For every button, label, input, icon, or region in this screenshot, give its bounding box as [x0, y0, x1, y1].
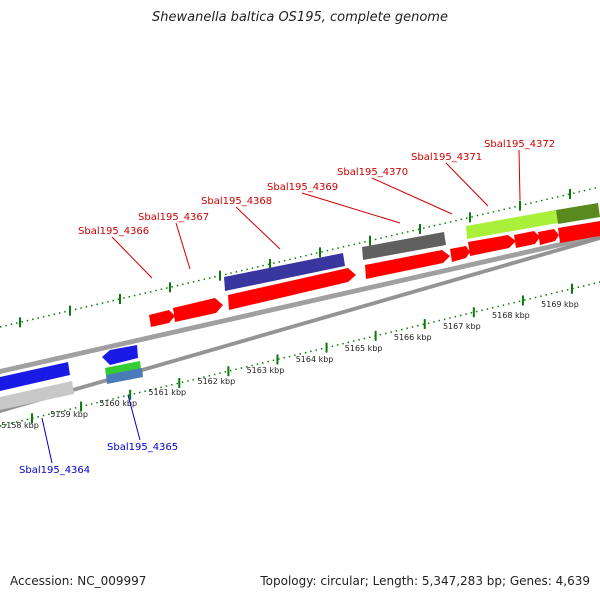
scale-label-3: 5161 kbp	[148, 388, 186, 397]
accession-text: Accession: NC_009997	[10, 574, 147, 588]
label-sbal195-4365[interactable]: Sbal195_4365	[107, 442, 178, 453]
connector-4368	[235, 206, 281, 250]
scale-label-11: 5169 kbp	[541, 300, 579, 309]
connector-4366	[111, 236, 153, 279]
scale-label-10: 5168 kbp	[492, 311, 530, 320]
scale-label-4: 5162 kbp	[198, 377, 236, 386]
scale-label-8: 5166 kbp	[394, 333, 432, 342]
label-sbal195-4366[interactable]: Sbal195_4366	[78, 226, 149, 237]
genome-backbone	[0, 233, 600, 413]
label-sbal195-4372[interactable]: Sbal195_4372	[484, 139, 555, 150]
forward-tick-line	[0, 186, 600, 328]
gene-red-3[interactable]	[228, 268, 356, 310]
label-sbal195-4369[interactable]: Sbal195_4369	[267, 182, 338, 193]
gene-red-8[interactable]	[538, 229, 559, 245]
gene-steel-strip[interactable]	[106, 368, 143, 384]
gene-sbal195-4365-arrow[interactable]	[102, 345, 138, 365]
scale-label-1: 5159 kbp	[50, 410, 88, 419]
label-sbal195-4371[interactable]: Sbal195_4371	[411, 152, 482, 163]
gene-gray[interactable]	[362, 232, 446, 260]
connector-4371	[445, 162, 489, 207]
connector-4365	[127, 394, 141, 441]
scale-label-0: 5158 kbp	[1, 421, 39, 430]
gene-lime[interactable]	[466, 210, 558, 239]
tick-labels: 5158 kbp 5159 kbp 5160 kbp 5161 kbp 5162 kbp…	[1, 300, 579, 430]
scale-label-5: 5163 kbp	[247, 366, 285, 375]
gene-olive[interactable]	[556, 203, 600, 224]
label-sbal195-4367[interactable]: Sbal195_4367	[138, 212, 209, 223]
reverse-tick-line	[0, 281, 600, 427]
reverse-genes	[0, 345, 143, 410]
gene-red-6[interactable]	[468, 235, 516, 256]
scale-label-7: 5165 kbp	[345, 344, 383, 353]
connector-4367	[175, 222, 191, 270]
map-title: Shewanella baltica OS195, complete genom…	[152, 10, 448, 25]
backbone-lower	[0, 236, 600, 413]
gene-red-5[interactable]	[450, 246, 470, 262]
gene-red-1[interactable]	[149, 310, 175, 327]
connector-4364	[41, 417, 53, 464]
gene-red-4[interactable]	[365, 250, 450, 279]
tick-scale	[0, 186, 600, 427]
genome-summary-text: Topology: circular; Length: 5,347,283 bp…	[260, 574, 590, 588]
connector-4372	[518, 149, 521, 201]
forward-genes	[149, 203, 600, 327]
connector-4369	[301, 192, 401, 224]
gene-red-7[interactable]	[514, 231, 540, 248]
scale-label-9: 5167 kbp	[443, 322, 481, 331]
gene-slateblue[interactable]	[224, 253, 345, 291]
label-connectors	[41, 149, 521, 464]
gene-red-9[interactable]	[558, 221, 600, 243]
major-ticks	[19, 189, 573, 424]
backbone-upper	[0, 233, 600, 374]
connector-4370	[371, 177, 453, 215]
scale-label-6: 5164 kbp	[296, 355, 334, 364]
label-sbal195-4368[interactable]: Sbal195_4368	[201, 196, 272, 207]
gene-green-strip[interactable]	[105, 361, 141, 376]
label-sbal195-4370[interactable]: Sbal195_4370	[337, 167, 408, 178]
gene-red-2[interactable]	[173, 298, 223, 322]
scale-label-2: 5160 kbp	[99, 399, 137, 408]
label-sbal195-4364[interactable]: Sbal195_4364	[19, 465, 90, 476]
gene-block-blue-left[interactable]	[0, 362, 70, 391]
gene-block-gray-left[interactable]	[0, 381, 74, 410]
gene-name-labels: Sbal195_4366 Sbal195_4367 Sbal195_4368 S…	[19, 139, 555, 476]
